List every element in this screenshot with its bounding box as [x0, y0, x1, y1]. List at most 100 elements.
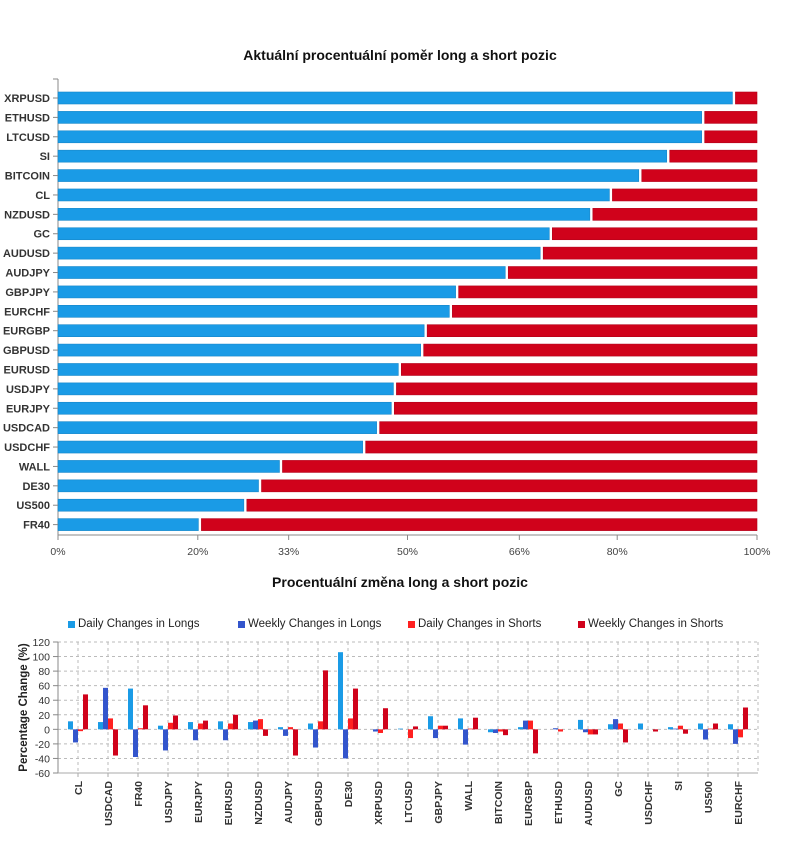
- y-axis-title: Percentage Change (%): [18, 643, 30, 772]
- y-tick-label: GBPJPY: [5, 287, 50, 299]
- bar-daily-changes-in-longs-usdjpy: [158, 725, 163, 730]
- bar-weekly-changes-in-longs-wall: [463, 729, 468, 745]
- legend-item[interactable]: Weekly Changes in Longs: [238, 618, 381, 630]
- bar-daily-changes-in-shorts-audjpy: [288, 727, 293, 730]
- bar-daily-changes-in-shorts-audusd: [588, 729, 593, 735]
- bar-weekly-changes-in-longs-usdjpy: [163, 729, 168, 751]
- bar-weekly-changes-in-longs-eurjpy: [193, 729, 198, 741]
- bar-daily-changes-in-longs-gbpusd: [308, 723, 313, 730]
- y-tick-label: USDJPY: [6, 384, 51, 396]
- y-tick-label: SI: [40, 151, 50, 163]
- y-tick-label: NZDUSD: [4, 209, 50, 221]
- bar-daily-changes-in-shorts-gbpjpy: [438, 725, 443, 730]
- bar-daily-changes-in-longs-usdchf: [638, 723, 643, 730]
- bar-weekly-changes-in-shorts-gc: [623, 729, 628, 743]
- bar-daily-changes-in-longs-eurusd: [218, 721, 223, 730]
- bar-daily-changes-in-longs-de30: [338, 652, 343, 730]
- bar-daily-changes-in-longs-cl: [68, 721, 73, 730]
- bar-daily-changes-in-longs-gbpjpy: [428, 716, 433, 730]
- bar-daily-changes-in-longs-si: [668, 727, 673, 730]
- bar-weekly-changes-in-shorts-ltcusd: [413, 726, 418, 730]
- bar-daily-changes-in-longs-eurchf: [728, 724, 733, 730]
- x-tick-label: 33%: [278, 546, 299, 558]
- y-tick-label: 0: [44, 724, 50, 736]
- bar-weekly-changes-in-longs-ethusd: [553, 728, 558, 730]
- bar-short-de30: [261, 479, 758, 493]
- y-tick-label: EURJPY: [6, 403, 51, 415]
- legend-item[interactable]: Daily Changes in Shorts: [408, 618, 541, 630]
- bar-weekly-changes-in-shorts-bitcoin: [503, 729, 508, 736]
- bar-daily-changes-in-shorts-ltcusd: [408, 729, 413, 739]
- y-tick-label: 100: [32, 652, 50, 664]
- y-tick-label: -60: [35, 768, 50, 780]
- x-tick-label: US500: [703, 781, 715, 813]
- bar-weekly-changes-in-longs-gc: [613, 719, 618, 730]
- bar-short-wall: [282, 460, 758, 473]
- bar-daily-changes-in-shorts-fr40: [138, 728, 143, 730]
- legend-swatch: [408, 620, 415, 628]
- bar-short-eurchf: [452, 305, 758, 318]
- y-tick-label: 80: [38, 666, 50, 678]
- x-tick-label: 20%: [187, 546, 208, 558]
- x-tick-label: 0%: [50, 546, 65, 558]
- bar-weekly-changes-in-longs-bitcoin: [493, 729, 498, 733]
- y-tick-label: AUDJPY: [5, 268, 50, 280]
- bar-daily-changes-in-shorts-si: [678, 725, 683, 730]
- y-tick-label: GBPUSD: [3, 345, 50, 357]
- bar-daily-changes-in-shorts-cl: [78, 729, 83, 732]
- bar-short-si: [669, 149, 758, 163]
- bar-daily-changes-in-longs-usdcad: [98, 722, 103, 730]
- y-tick-label: EURGBP: [3, 326, 50, 338]
- bar-daily-changes-in-shorts-gbpusd: [318, 721, 323, 730]
- bar-daily-changes-in-shorts-us500: [708, 728, 713, 730]
- y-tick-label: LTCUSD: [6, 132, 50, 144]
- bar-weekly-changes-in-longs-eurchf: [733, 729, 738, 744]
- bar-weekly-changes-in-longs-eurgbp: [523, 720, 528, 730]
- bar-short-audjpy: [507, 266, 758, 279]
- bar-daily-changes-in-shorts-usdcad: [108, 718, 113, 730]
- x-tick-label: WALL: [463, 780, 475, 810]
- bar-weekly-changes-in-longs-nzdusd: [253, 720, 258, 730]
- y-tick-label: US500: [16, 500, 50, 512]
- bar-weekly-changes-in-shorts-eurusd: [233, 714, 238, 730]
- y-tick-label: 20: [38, 710, 50, 722]
- x-tick-label: FR40: [133, 781, 145, 807]
- x-tick-label: EURGBP: [523, 781, 535, 826]
- x-tick-label: 100%: [744, 546, 771, 558]
- x-tick-label: 80%: [607, 546, 628, 558]
- bar-short-bitcoin: [641, 169, 758, 182]
- bar-weekly-changes-in-shorts-cl: [83, 694, 88, 730]
- bar-weekly-changes-in-longs-us500: [703, 729, 708, 740]
- legend-label: Weekly Changes in Shorts: [588, 618, 724, 630]
- chart-title-change: Procentuální změna long a short pozic: [272, 574, 528, 590]
- bar-short-us500: [246, 498, 758, 512]
- bar-weekly-changes-in-longs-audusd: [583, 729, 588, 733]
- bar-weekly-changes-in-longs-fr40: [133, 729, 138, 757]
- bar-daily-changes-in-shorts-nzdusd: [258, 719, 263, 730]
- bar-weekly-changes-in-longs-de30: [343, 729, 348, 759]
- y-tick-label: FR40: [23, 520, 50, 532]
- x-tick-label: GBPJPY: [433, 781, 445, 824]
- legend-item[interactable]: Weekly Changes in Shorts: [578, 618, 723, 630]
- legend-item[interactable]: Daily Changes in Longs: [68, 618, 199, 630]
- bar-weekly-changes-in-shorts-eurjpy: [203, 720, 208, 730]
- bar-weekly-changes-in-shorts-usdjpy: [173, 715, 178, 730]
- x-tick-label: ETHUSD: [553, 781, 565, 825]
- bar-daily-changes-in-longs-eurjpy: [188, 722, 193, 730]
- y-tick-label: 40: [38, 695, 50, 707]
- bar-weekly-changes-in-shorts-si: [683, 729, 688, 734]
- bar-short-eurjpy: [394, 401, 758, 415]
- x-tick-label: EURCHF: [733, 780, 745, 824]
- bar-daily-changes-in-longs-fr40: [128, 688, 133, 730]
- bar-weekly-changes-in-longs-audjpy: [283, 729, 288, 736]
- bar-weekly-changes-in-longs-cl: [73, 729, 78, 743]
- bar-weekly-changes-in-shorts-fr40: [143, 705, 148, 730]
- bar-short-nzdusd: [592, 208, 758, 221]
- x-tick-label: NZDUSD: [253, 781, 265, 825]
- x-tick-label: GC: [613, 781, 625, 797]
- x-tick-label: 66%: [509, 546, 530, 558]
- y-tick-label: AUDUSD: [3, 248, 50, 260]
- bar-short-audusd: [542, 246, 758, 260]
- x-tick-label: GBPUSD: [313, 781, 325, 826]
